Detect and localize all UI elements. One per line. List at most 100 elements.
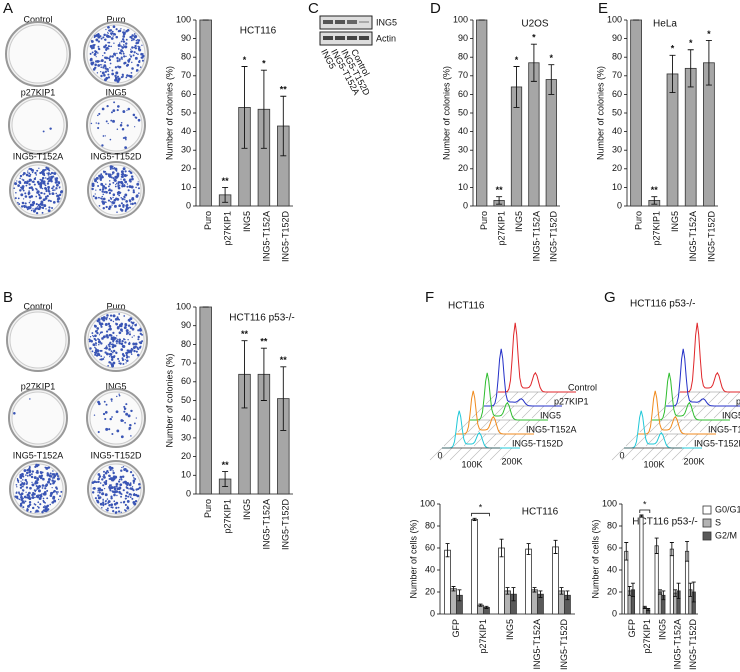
colony xyxy=(19,504,23,507)
colony xyxy=(44,492,47,495)
colony xyxy=(115,485,118,488)
colony xyxy=(25,491,27,493)
hatch xyxy=(479,447,493,461)
colony xyxy=(102,470,105,473)
colony xyxy=(127,189,130,192)
error-bar xyxy=(661,590,666,601)
colony xyxy=(116,429,120,433)
colony xyxy=(103,487,106,490)
colony xyxy=(112,177,115,180)
colony xyxy=(122,167,126,171)
hatch xyxy=(697,391,711,405)
colony xyxy=(102,335,106,339)
colony xyxy=(137,329,140,332)
colony xyxy=(19,181,22,185)
colony xyxy=(126,331,129,335)
error-bar xyxy=(538,590,543,598)
colony xyxy=(109,314,113,317)
colony xyxy=(109,62,112,65)
colony xyxy=(51,187,54,190)
colony xyxy=(108,324,112,328)
colony xyxy=(98,343,100,346)
colony xyxy=(101,493,103,496)
chart-title: HCT116 xyxy=(522,507,559,518)
colony xyxy=(132,54,135,57)
colony xyxy=(122,75,124,78)
colony xyxy=(43,174,45,176)
colony xyxy=(95,38,99,42)
colony xyxy=(97,473,101,476)
colony xyxy=(108,191,112,195)
colony xyxy=(122,44,125,46)
y-tick-label: 90 xyxy=(181,320,191,330)
colony xyxy=(124,136,127,140)
x-tick-label: ING5-T152A xyxy=(673,619,683,670)
colony xyxy=(113,204,117,208)
colony xyxy=(132,493,136,497)
colony xyxy=(22,506,25,509)
colony xyxy=(99,502,103,506)
colony xyxy=(37,203,40,207)
y-tick-label: 10 xyxy=(458,182,468,192)
hatch xyxy=(675,433,689,447)
colony xyxy=(122,489,125,492)
hatch xyxy=(683,405,697,419)
colony xyxy=(108,342,111,346)
colony xyxy=(14,197,17,200)
colony xyxy=(36,169,39,172)
colony xyxy=(96,327,100,330)
colony xyxy=(28,500,32,504)
colony xyxy=(113,500,116,503)
colony xyxy=(105,427,109,431)
colony xyxy=(100,197,102,199)
colony xyxy=(42,181,45,184)
x-tick-label: ING5 xyxy=(657,619,667,640)
error-bar xyxy=(530,43,537,82)
colony xyxy=(42,499,45,502)
colony xyxy=(109,417,112,421)
colony xyxy=(122,466,125,468)
error-bar xyxy=(280,95,287,157)
colony xyxy=(122,338,125,340)
colony xyxy=(120,478,123,481)
error-bar xyxy=(565,590,570,601)
colony xyxy=(113,178,117,182)
colony xyxy=(118,360,121,362)
colony xyxy=(108,474,111,478)
colony xyxy=(106,314,109,317)
blot-strip xyxy=(319,31,373,46)
colony xyxy=(17,481,20,483)
colony xyxy=(93,43,96,46)
y-tick-label: 30 xyxy=(612,145,622,155)
colony xyxy=(117,29,121,33)
colony xyxy=(112,340,115,343)
colony xyxy=(108,48,110,50)
colony xyxy=(136,182,140,186)
colony xyxy=(119,483,123,487)
colony xyxy=(109,35,112,38)
y-tick-label: 10 xyxy=(181,470,191,480)
colony xyxy=(112,196,114,199)
colony xyxy=(14,182,18,186)
colony xyxy=(115,182,118,185)
colony xyxy=(97,480,100,484)
colony xyxy=(59,495,61,498)
colony xyxy=(24,478,28,482)
colony xyxy=(44,507,47,510)
colony xyxy=(97,37,100,39)
colony xyxy=(124,42,128,45)
colony xyxy=(105,28,107,31)
y-tick-label: 70 xyxy=(181,357,191,367)
colony xyxy=(126,28,130,32)
colony xyxy=(111,490,115,493)
colony xyxy=(121,172,125,176)
hatch xyxy=(449,447,463,461)
colony xyxy=(102,319,105,322)
x-tick-label: ING5 xyxy=(242,499,252,520)
colony xyxy=(100,64,103,66)
colony xyxy=(93,414,96,416)
colony xyxy=(95,348,98,351)
hatch xyxy=(631,447,645,461)
colony xyxy=(136,41,140,44)
colony xyxy=(97,122,100,125)
